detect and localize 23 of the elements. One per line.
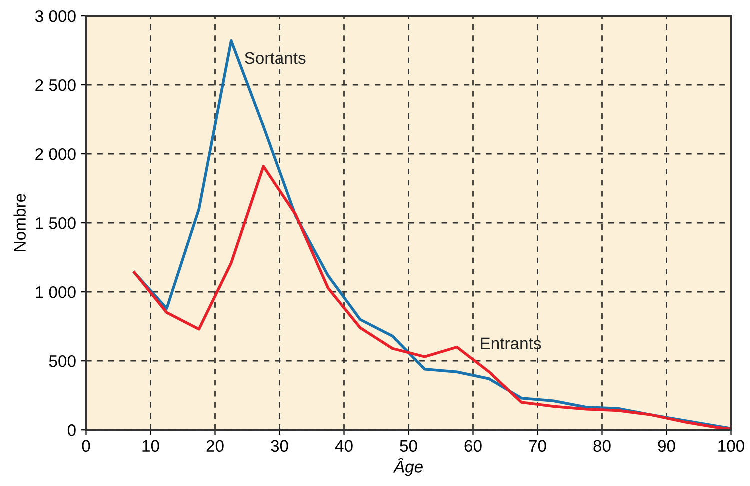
y-tick-label: 2 000 <box>36 148 76 160</box>
y-tick-label: 1 500 <box>36 217 76 230</box>
x-axis-title: Âge <box>393 458 423 476</box>
series-label: Entrants <box>481 338 542 350</box>
y-tick-label: 3 000 <box>35 10 76 22</box>
y-axis-title: Nombre <box>14 194 26 252</box>
series-label: Sortants <box>245 52 306 64</box>
x-tick-label: 20 <box>206 440 224 452</box>
x-tick-label: 40 <box>335 440 353 452</box>
x-tick-label: 80 <box>594 440 611 452</box>
x-tick-label: 0 <box>82 440 90 452</box>
x-tick-label: 70 <box>529 440 546 452</box>
line-series <box>133 165 732 430</box>
x-tick-label: 30 <box>271 440 288 452</box>
y-tick-label: 1 000 <box>36 286 76 298</box>
x-tick-label: 60 <box>464 440 482 452</box>
x-tick-label: 10 <box>142 440 160 452</box>
y-tick-label: 2 500 <box>36 79 76 92</box>
y-tick-label: 500 <box>49 356 76 368</box>
x-tick-label: 90 <box>658 440 676 452</box>
x-tick-label: 50 <box>400 440 418 452</box>
x-tick-label: 100 <box>718 440 745 452</box>
y-tick-label: 0 <box>68 424 76 436</box>
